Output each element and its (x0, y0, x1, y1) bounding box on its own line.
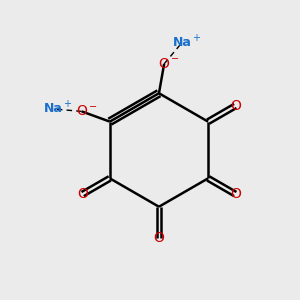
Text: O: O (230, 99, 241, 113)
Text: O: O (230, 187, 241, 201)
Text: −: − (171, 54, 179, 64)
Text: O: O (77, 187, 88, 201)
Text: Na: Na (173, 36, 192, 49)
Text: +: + (63, 100, 71, 110)
Text: O: O (154, 231, 164, 245)
Text: +: + (192, 33, 200, 43)
Text: Na: Na (44, 102, 63, 116)
Text: −: − (88, 102, 97, 112)
Text: O: O (159, 57, 170, 71)
Text: O: O (76, 104, 87, 118)
